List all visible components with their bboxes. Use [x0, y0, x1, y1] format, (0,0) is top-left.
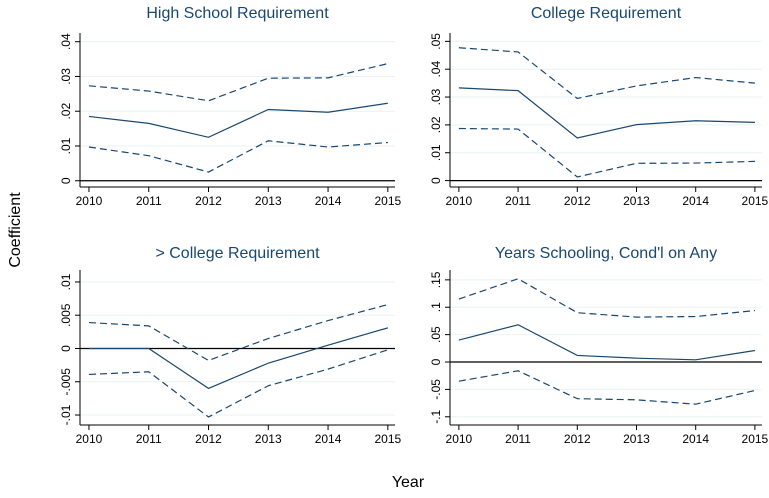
y-tick-label: 0 [59, 345, 73, 352]
y-tick-label: .05 [429, 33, 443, 50]
x-axis-label: Year [392, 474, 425, 491]
y-tick-label: .005 [59, 303, 73, 327]
y-tick-label: 0 [429, 177, 443, 184]
y-tick-label: .03 [59, 68, 73, 85]
y-tick-label: .05 [429, 326, 443, 343]
x-tick-label: 2013 [623, 194, 650, 208]
x-tick-label: 2011 [505, 194, 531, 208]
x-tick-label: 2013 [623, 432, 650, 446]
y-tick-label: .1 [429, 302, 443, 312]
panel-title: College Requirement [531, 5, 682, 22]
x-tick-label: 2015 [742, 194, 769, 208]
y-axis-label: Coefficient [7, 192, 24, 268]
y-tick-label: .04 [429, 61, 443, 78]
y-tick-label: -.01 [59, 404, 73, 425]
x-tick-label: 2011 [136, 194, 162, 208]
ci-line [88, 304, 388, 362]
x-tick-label: 2012 [195, 432, 222, 446]
ci-line [88, 349, 389, 418]
x-tick-label: 2012 [564, 194, 591, 208]
y-tick-label: -.1 [429, 409, 443, 423]
ci-line [458, 278, 755, 318]
y-tick-label: .03 [429, 88, 443, 105]
x-tick-label: 2010 [446, 432, 473, 446]
y-tick-label: .02 [59, 103, 73, 120]
y-tick-label: .04 [59, 33, 73, 50]
x-tick-label: 2015 [374, 194, 401, 208]
estimate-line [458, 87, 755, 139]
estimate-line [88, 327, 388, 390]
ci-line [458, 47, 755, 100]
x-tick-label: 2013 [255, 432, 282, 446]
x-tick-label: 2014 [315, 194, 342, 208]
x-tick-label: 2015 [374, 432, 401, 446]
ci-line [458, 127, 755, 178]
ci-line [458, 370, 756, 405]
estimate-line [88, 102, 388, 138]
x-tick-label: 2010 [446, 194, 473, 208]
y-tick-label: 0 [59, 177, 73, 184]
estimate-line [458, 324, 755, 361]
x-tick-label: 2010 [76, 194, 103, 208]
ci-line [88, 140, 388, 173]
y-tick-label: .01 [59, 137, 73, 154]
y-tick-label: .01 [59, 273, 73, 290]
x-tick-label: 2012 [195, 194, 222, 208]
panel-title: Years Schooling, Cond'l on Any [495, 245, 717, 262]
y-tick-label: .02 [429, 116, 443, 133]
y-tick-label: -.05 [429, 379, 443, 400]
y-tick-label: .01 [429, 144, 443, 161]
x-tick-label: 2013 [255, 194, 282, 208]
x-tick-label: 2011 [136, 432, 162, 446]
y-tick-label: 0 [429, 358, 443, 365]
x-tick-label: 2010 [76, 432, 103, 446]
x-tick-label: 2014 [682, 194, 709, 208]
ci-line [88, 63, 388, 102]
x-tick-label: 2014 [315, 432, 342, 446]
x-tick-label: 2012 [564, 432, 591, 446]
x-tick-label: 2014 [682, 432, 709, 446]
x-tick-label: 2011 [505, 432, 531, 446]
y-tick-label: -.005 [59, 368, 73, 396]
panel-title: High School Requirement [146, 5, 329, 22]
x-tick-label: 2015 [742, 432, 769, 446]
y-tick-label: .15 [429, 271, 443, 288]
panel-title: > College Requirement [155, 245, 320, 262]
